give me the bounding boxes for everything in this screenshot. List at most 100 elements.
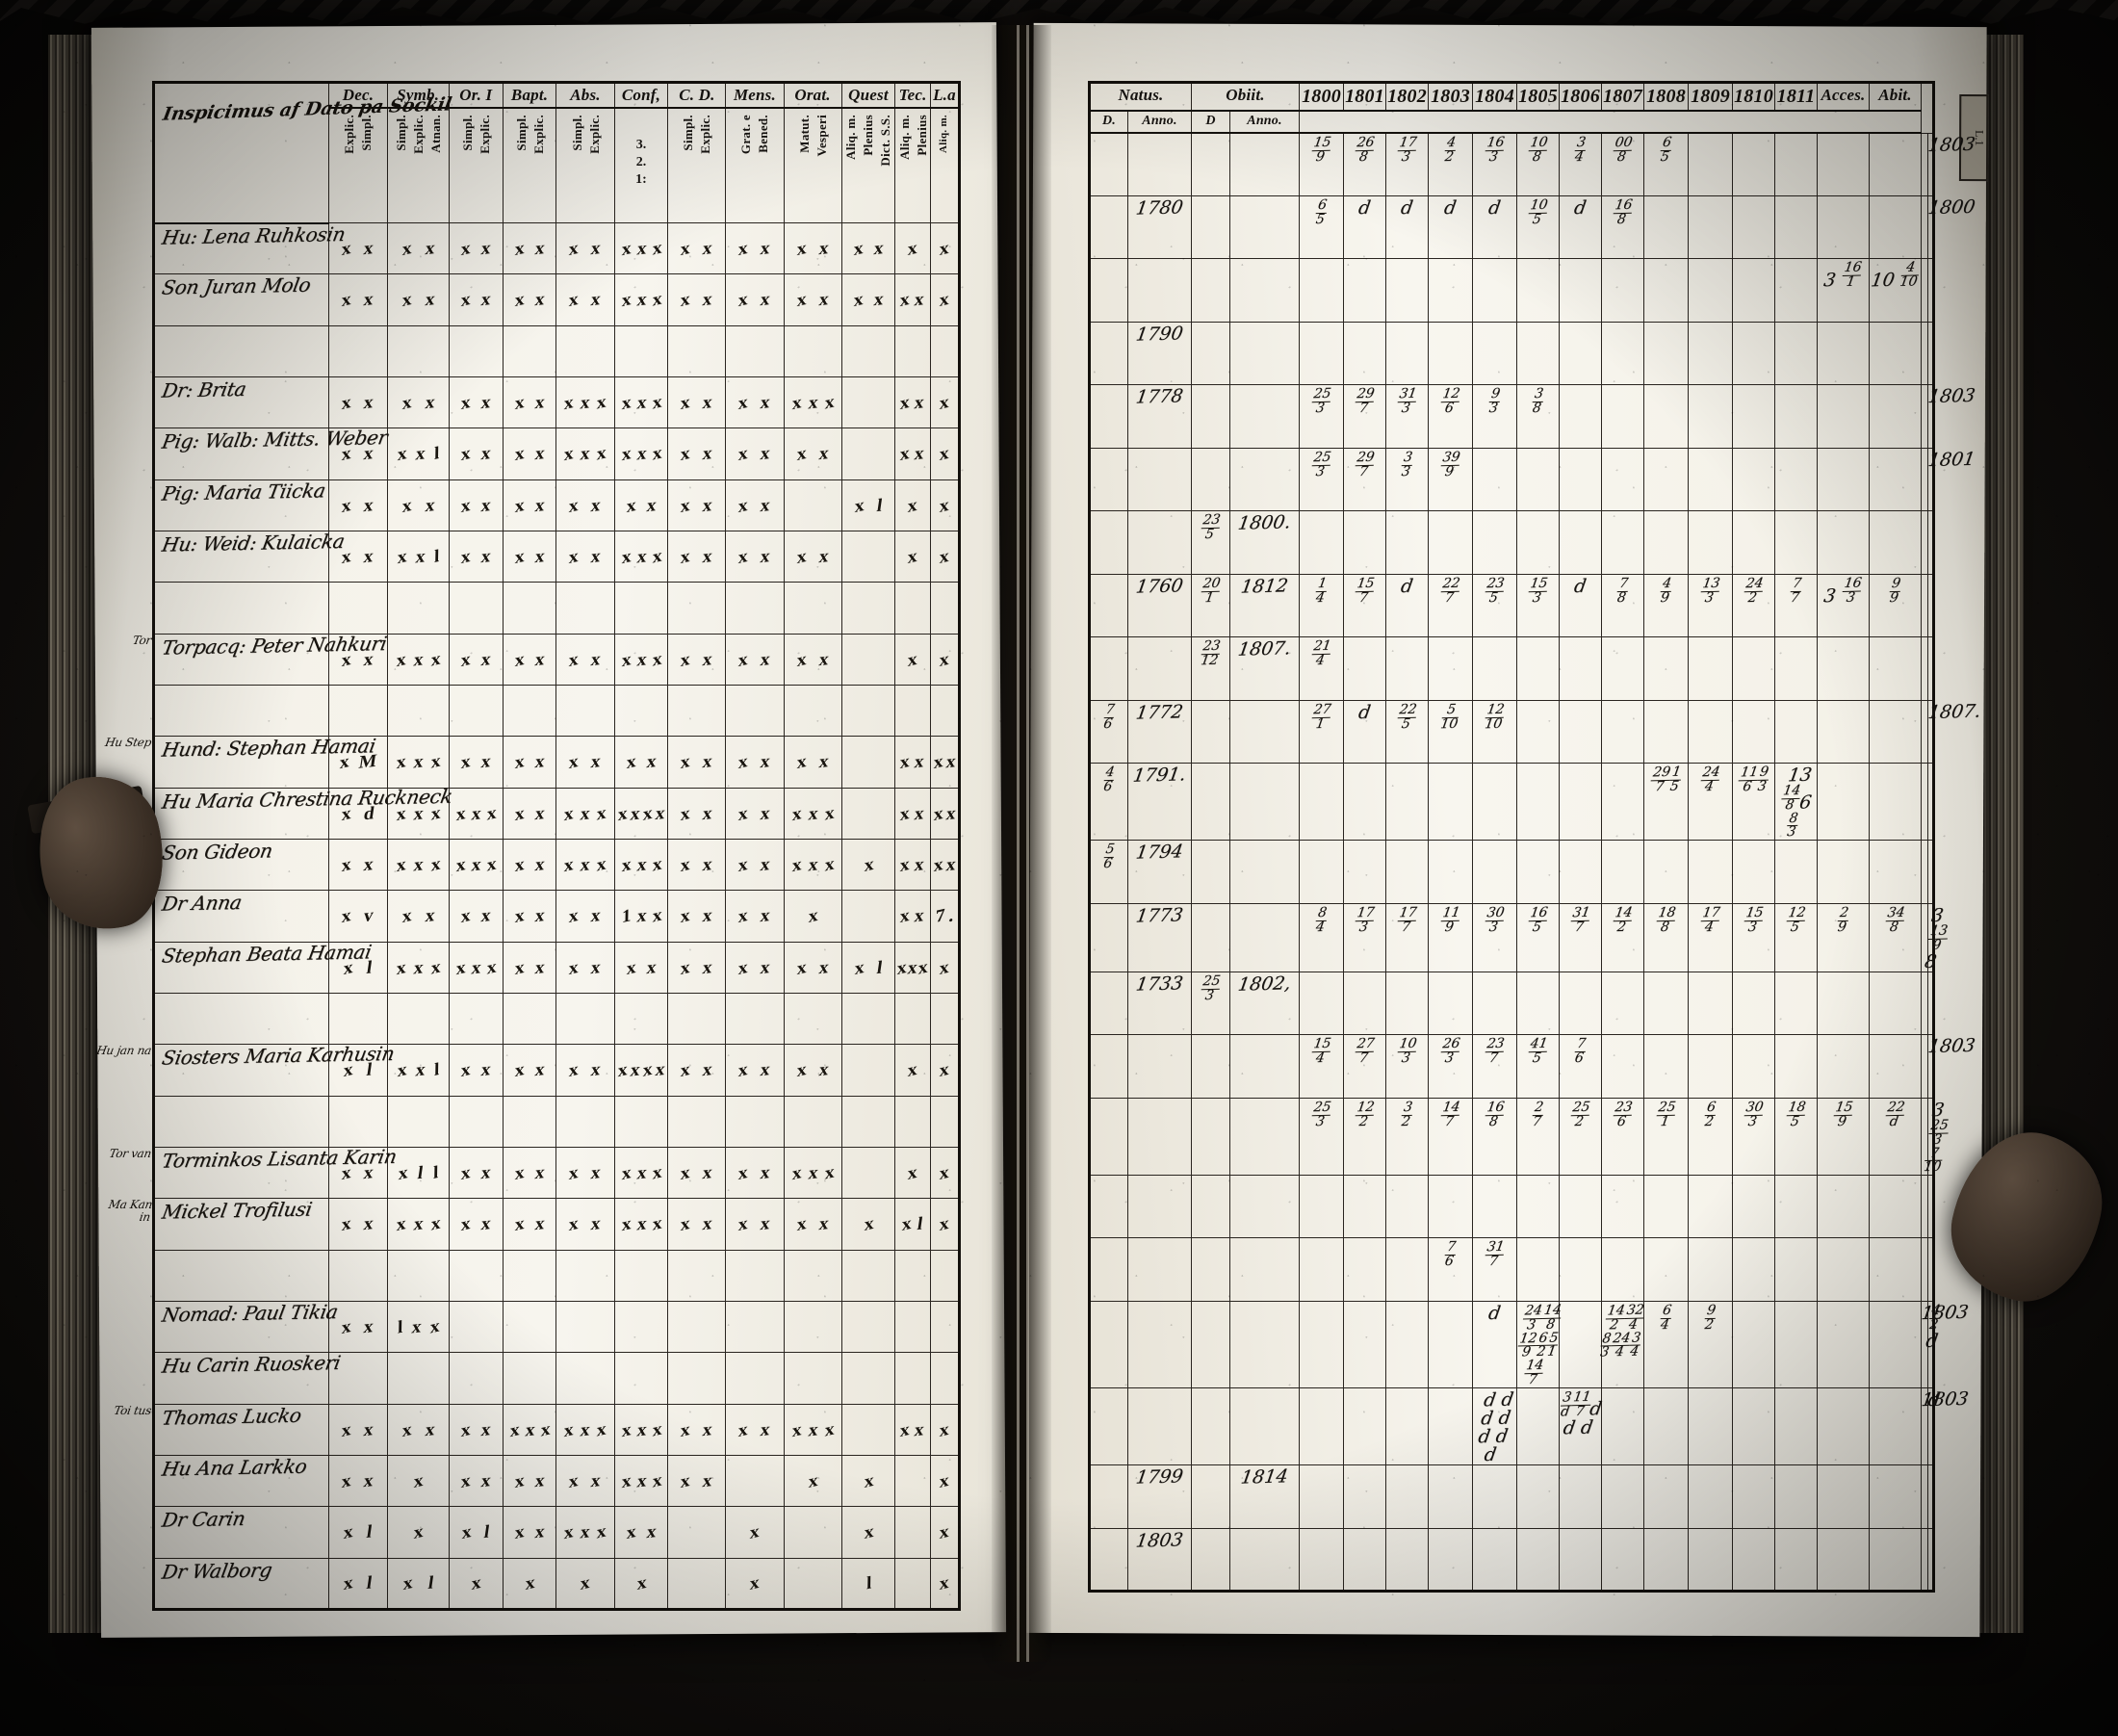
attendance-cell[interactable] [386, 324, 450, 377]
year-attendance-cell[interactable] [1385, 1464, 1429, 1529]
year-attendance-cell[interactable]: 12 6 [1428, 384, 1473, 449]
abit-cell[interactable]: 1803 [1926, 384, 1976, 449]
natus-day-cell[interactable] [1089, 573, 1128, 638]
year-attendance-cell[interactable] [1299, 1174, 1344, 1239]
year-attendance-cell[interactable]: 23 6 [1601, 1097, 1644, 1176]
attendance-cell[interactable] [386, 582, 450, 635]
person-name-cell[interactable]: Hu Ana Larkko [152, 1455, 330, 1508]
year-attendance-cell[interactable]: 3 16 3 [1817, 573, 1870, 638]
year-attendance-cell[interactable] [1688, 840, 1733, 904]
table-row[interactable]: 1799 1814 [1089, 1464, 1934, 1529]
attendance-cell[interactable]: x [929, 376, 961, 429]
table-row[interactable]: Tor Torpacq: Peter Nahkuri x x x x x x x x x x x x x x x… [132, 632, 961, 686]
year-attendance-cell[interactable] [1817, 1527, 1870, 1592]
year-attendance-cell[interactable] [1869, 194, 1922, 260]
obiit-year-cell[interactable]: 1812 [1229, 573, 1300, 638]
year-attendance-cell[interactable]: 15 3 [1732, 902, 1775, 972]
obiit-day-cell[interactable]: 20 1 [1191, 573, 1230, 638]
obiit-day-cell[interactable] [1191, 1387, 1230, 1466]
year-attendance-cell[interactable]: 15 7 [1343, 573, 1386, 638]
abit-cell[interactable] [1926, 1174, 1934, 1239]
abit-cell[interactable]: 3 13 9 8 [1923, 902, 1950, 972]
year-attendance-cell[interactable]: 25 1 [1643, 1097, 1689, 1176]
year-attendance-cell[interactable] [1472, 1464, 1517, 1529]
abit-cell[interactable]: 1800 [1926, 194, 1976, 260]
attendance-cell[interactable] [783, 582, 842, 635]
obiit-year-cell[interactable] [1229, 763, 1300, 842]
year-attendance-cell[interactable] [1643, 840, 1689, 904]
year-attendance-cell[interactable] [1559, 1174, 1602, 1239]
attendance-cell[interactable] [894, 1557, 931, 1610]
attendance-cell[interactable]: x [386, 1454, 450, 1508]
attendance-cell[interactable] [448, 1300, 504, 1354]
table-row[interactable]: Ma Kan in Mickel Trofilusi x x x x x x x x x x x x x x x… [108, 1198, 961, 1251]
year-attendance-cell[interactable]: 17 7 [1385, 902, 1429, 972]
year-attendance-cell[interactable]: 18 8 [1643, 902, 1689, 972]
attendance-cell[interactable] [840, 428, 896, 480]
year-attendance-cell[interactable] [1774, 636, 1818, 701]
natus-day-cell[interactable] [1089, 1300, 1128, 1389]
year-attendance-cell[interactable] [1774, 258, 1818, 323]
attendance-cell[interactable] [894, 1249, 931, 1302]
attendance-cell[interactable]: x [929, 1146, 961, 1200]
year-attendance-cell[interactable] [1559, 447, 1602, 512]
year-attendance-cell[interactable] [1643, 321, 1689, 386]
year-attendance-cell[interactable] [1732, 384, 1775, 449]
person-name-cell[interactable] [152, 582, 330, 635]
person-name-cell[interactable]: Tor van Torminkos Lisanta Karin [108, 1145, 399, 1200]
attendance-cell[interactable]: 7. [929, 890, 961, 943]
year-attendance-cell[interactable] [1688, 321, 1733, 386]
attendance-cell[interactable]: x [929, 273, 961, 326]
year-attendance-cell[interactable]: 23 5 [1472, 573, 1517, 638]
table-row[interactable]: Hu Maria Chrestina Ruckneck x d x x x x x x x x x x x… [152, 784, 961, 840]
attendance-cell[interactable] [929, 1352, 961, 1405]
year-attendance-cell[interactable] [1643, 1174, 1689, 1239]
year-attendance-cell[interactable] [1343, 636, 1386, 701]
obiit-day-cell[interactable] [1191, 763, 1230, 842]
year-attendance-cell[interactable] [1774, 1034, 1818, 1099]
attendance-cell[interactable] [783, 1249, 842, 1302]
year-attendance-cell[interactable] [1774, 1527, 1818, 1592]
attendance-cell[interactable] [840, 1352, 896, 1405]
year-attendance-cell[interactable]: 12 5 [1774, 902, 1818, 972]
year-attendance-cell[interactable]: d [1428, 194, 1473, 260]
year-attendance-cell[interactable]: 14 2 [1601, 902, 1644, 972]
natus-day-cell[interactable] [1089, 132, 1128, 196]
attendance-cell[interactable] [894, 324, 931, 377]
year-attendance-cell[interactable] [1869, 132, 1922, 196]
natus-day-cell[interactable] [1089, 1034, 1128, 1099]
natus-day-cell[interactable] [1089, 384, 1128, 449]
year-attendance-cell[interactable] [1472, 636, 1517, 701]
year-attendance-cell[interactable]: 13 3 [1688, 573, 1733, 638]
abit-cell[interactable]: 1803 [1926, 132, 1976, 196]
